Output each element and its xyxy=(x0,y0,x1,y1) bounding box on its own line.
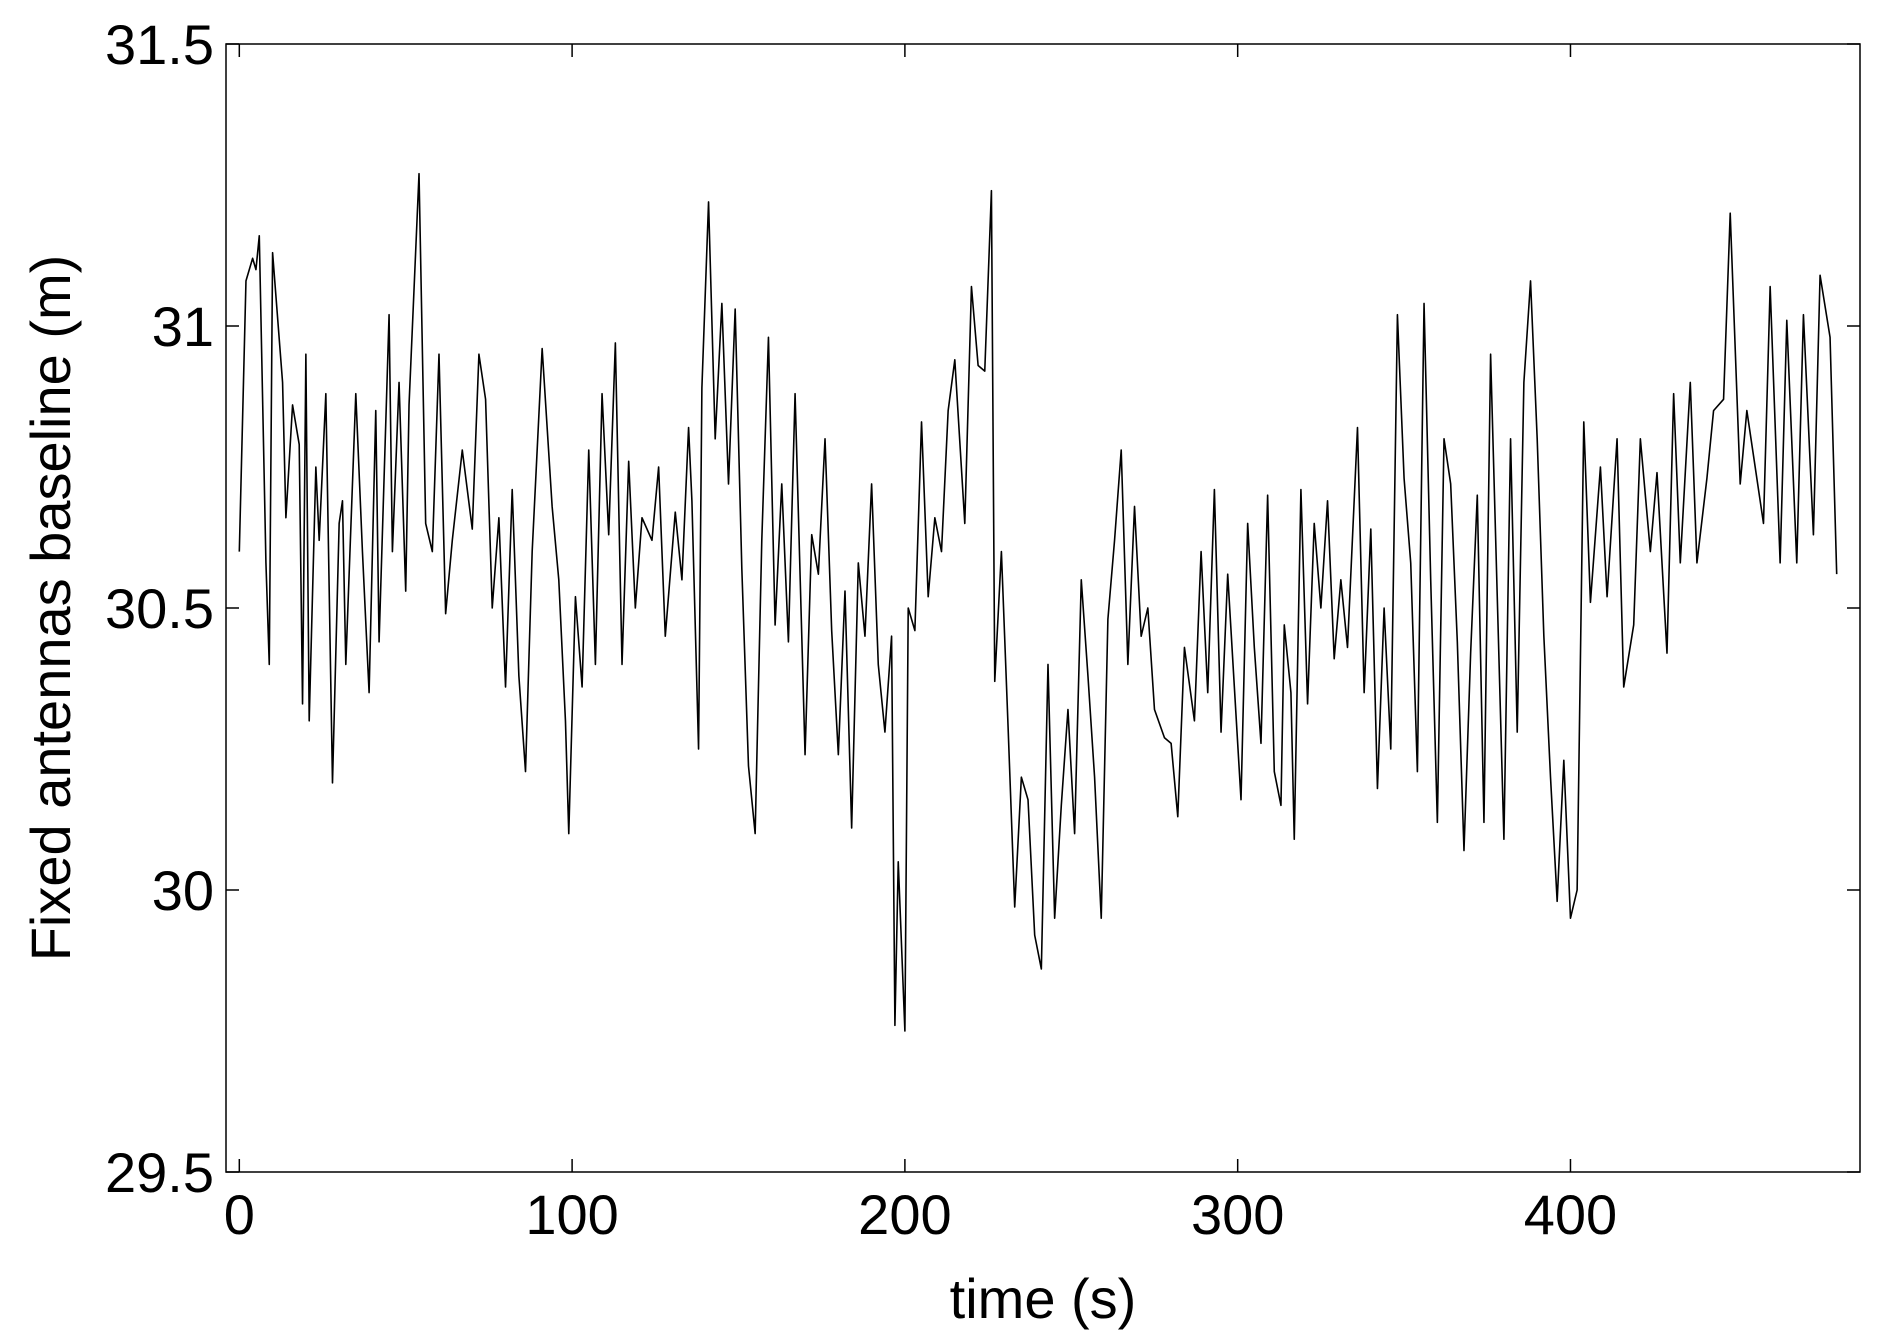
y-tick-label: 29.5 xyxy=(105,1141,214,1204)
x-tick-label: 300 xyxy=(1191,1183,1284,1246)
data-line xyxy=(238,172,1838,1032)
y-tick-label: 30 xyxy=(152,859,214,922)
y-tick-label: 31.5 xyxy=(105,13,214,76)
y-tick-label: 31 xyxy=(152,295,214,358)
y-tick-label: 30.5 xyxy=(105,577,214,640)
y-axis-label: Fixed antennas baseline (m) xyxy=(19,255,82,962)
x-tick-label: 0 xyxy=(224,1183,255,1246)
x-tick-label: 100 xyxy=(525,1183,618,1246)
x-tick-label: 200 xyxy=(858,1183,951,1246)
x-axis-label: time (s) xyxy=(950,1267,1137,1330)
x-tick-label: 400 xyxy=(1524,1183,1617,1246)
plot-frame xyxy=(225,43,1861,1173)
